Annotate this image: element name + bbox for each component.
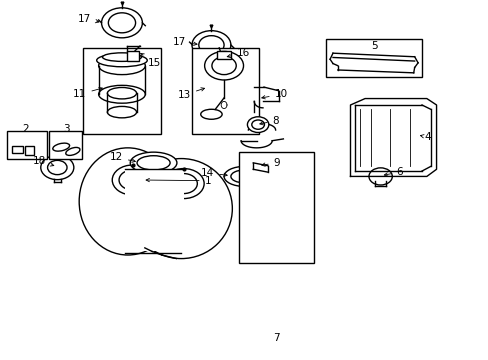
Ellipse shape — [201, 109, 222, 119]
Text: 13: 13 — [178, 88, 204, 100]
Ellipse shape — [53, 143, 69, 151]
Bar — [125, 169, 183, 251]
Ellipse shape — [119, 170, 146, 190]
Text: 15: 15 — [141, 53, 161, 68]
Ellipse shape — [170, 174, 197, 194]
Bar — [217, 51, 230, 59]
Ellipse shape — [211, 57, 236, 75]
Bar — [325, 39, 422, 77]
Ellipse shape — [107, 87, 136, 99]
Text: 6: 6 — [384, 167, 402, 177]
Text: 14: 14 — [201, 168, 227, 178]
Text: 10: 10 — [261, 89, 287, 99]
Ellipse shape — [108, 13, 135, 33]
Ellipse shape — [107, 107, 136, 118]
Ellipse shape — [192, 31, 230, 59]
Text: 12: 12 — [109, 153, 135, 162]
Text: 9: 9 — [261, 158, 280, 168]
Text: 2: 2 — [22, 123, 29, 134]
Ellipse shape — [251, 120, 264, 129]
Ellipse shape — [79, 148, 176, 255]
Text: 4: 4 — [420, 132, 430, 142]
Ellipse shape — [99, 85, 145, 103]
Ellipse shape — [102, 8, 142, 38]
Ellipse shape — [130, 152, 177, 174]
Text: 17: 17 — [78, 14, 99, 23]
Bar — [49, 131, 82, 159]
Text: 16: 16 — [227, 48, 249, 58]
Ellipse shape — [66, 148, 80, 156]
Text: 7: 7 — [272, 333, 279, 343]
Ellipse shape — [230, 170, 258, 183]
Text: 8: 8 — [259, 116, 279, 126]
Text: 1: 1 — [146, 176, 211, 186]
Text: 18: 18 — [33, 156, 54, 166]
Text: 17: 17 — [173, 37, 197, 47]
Bar — [238, 152, 313, 263]
Bar — [126, 51, 139, 62]
Ellipse shape — [199, 36, 224, 54]
Ellipse shape — [112, 165, 153, 195]
Ellipse shape — [41, 156, 74, 180]
Ellipse shape — [224, 166, 264, 186]
Ellipse shape — [247, 117, 268, 132]
Text: 3: 3 — [62, 123, 69, 134]
Bar — [7, 131, 47, 159]
Ellipse shape — [47, 160, 67, 175]
Bar — [12, 147, 23, 153]
Text: 11: 11 — [73, 87, 102, 99]
Bar — [192, 48, 259, 134]
Ellipse shape — [99, 57, 145, 75]
Ellipse shape — [204, 51, 243, 80]
Ellipse shape — [368, 168, 391, 185]
Text: 5: 5 — [371, 41, 377, 51]
Ellipse shape — [137, 156, 170, 170]
Ellipse shape — [102, 53, 141, 62]
Bar — [83, 48, 161, 134]
Ellipse shape — [97, 54, 147, 67]
Ellipse shape — [163, 168, 203, 199]
Bar — [25, 147, 34, 155]
Ellipse shape — [130, 158, 232, 258]
